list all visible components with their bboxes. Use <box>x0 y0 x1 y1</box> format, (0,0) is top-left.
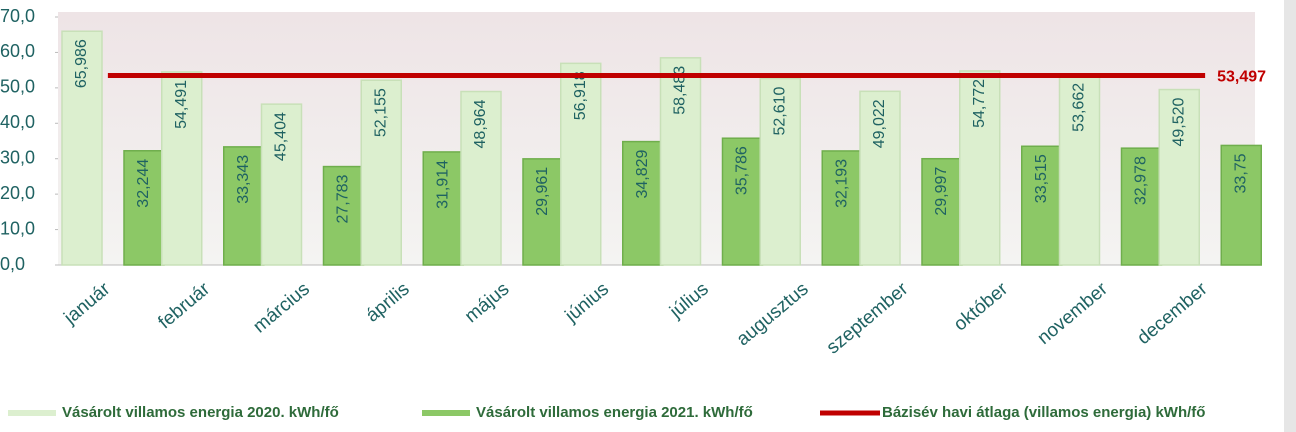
bar <box>460 90 502 266</box>
bar <box>123 150 165 266</box>
y-tick-label: 50,0 <box>0 77 35 97</box>
bar <box>1058 74 1101 266</box>
legend-swatch <box>422 410 470 416</box>
bar <box>759 77 801 266</box>
legend-label: Vásárolt villamos energia 2021. kWh/fő <box>476 404 753 421</box>
bar <box>721 137 764 266</box>
data-label: 27,783 <box>335 174 352 223</box>
y-tick-label: 10,0 <box>0 218 35 238</box>
y-tick-label: 70,0 <box>0 6 35 26</box>
bar <box>921 157 963 266</box>
x-tick-label: február <box>154 278 214 333</box>
x-tick-label: március <box>249 279 313 338</box>
bar <box>560 62 602 266</box>
y-tick-label: 20,0 <box>0 183 35 203</box>
y-tick-label: 60,0 <box>0 41 35 61</box>
data-label: 29,997 <box>933 167 950 216</box>
legend-label: Vásárolt villamos energia 2020. kWh/fő <box>62 404 339 421</box>
scrollbar <box>1284 0 1296 432</box>
bar <box>1220 144 1262 266</box>
data-label: 54,491 <box>173 80 190 129</box>
x-tick-label: május <box>461 279 513 328</box>
x-tick-label: június <box>561 279 613 328</box>
bar <box>161 71 203 266</box>
data-label: 53,662 <box>1071 83 1088 132</box>
x-tick-label: január <box>60 278 115 329</box>
bar <box>659 57 702 266</box>
bar <box>223 146 265 266</box>
data-label: 53,497 <box>1217 69 1266 86</box>
bar <box>61 30 103 266</box>
data-label: 32,193 <box>833 159 850 208</box>
x-tick-label: november <box>1034 278 1113 349</box>
x-tick-label: július <box>665 279 712 324</box>
data-label: 33,75 <box>1232 153 1249 193</box>
y-tick-label: 40,0 <box>0 112 35 132</box>
bar <box>1021 145 1063 266</box>
bar <box>260 103 303 266</box>
data-label: 33,515 <box>1033 154 1050 203</box>
bar <box>859 90 901 266</box>
data-label: 49,520 <box>1170 97 1187 146</box>
x-tick-label: április <box>362 279 414 327</box>
data-label: 56,918 <box>572 71 589 120</box>
legend-swatch <box>8 410 56 416</box>
data-label: 32,978 <box>1133 156 1150 205</box>
bar <box>522 158 564 266</box>
data-label: 32,244 <box>135 159 152 208</box>
data-label: 35,786 <box>734 146 751 195</box>
bar <box>1158 88 1200 266</box>
x-tick-label: október <box>950 278 1013 335</box>
data-label: 65,986 <box>73 39 90 88</box>
data-label: 34,829 <box>634 150 651 199</box>
legend-label: Bázisév havi átlaga (villamos energia) k… <box>882 404 1205 421</box>
y-tick-label: 0,0 <box>0 254 25 274</box>
x-tick-label: szeptember <box>823 278 913 358</box>
bar <box>821 150 863 266</box>
bar <box>1120 147 1163 266</box>
data-label: 29,961 <box>534 167 551 216</box>
data-label: 48,964 <box>472 99 489 148</box>
x-tick-label: augusztus <box>733 279 813 351</box>
data-label: 54,772 <box>971 79 988 128</box>
bar <box>322 165 365 266</box>
data-label: 49,022 <box>871 99 888 148</box>
bar <box>959 70 1001 266</box>
data-label: 52,610 <box>771 87 788 136</box>
data-label: 45,404 <box>273 112 290 161</box>
data-label: 33,343 <box>235 155 252 204</box>
data-label: 31,914 <box>434 160 451 209</box>
x-tick-label: december <box>1133 278 1212 349</box>
data-label: 52,155 <box>372 88 389 137</box>
y-tick-label: 30,0 <box>0 147 35 167</box>
bar <box>360 79 402 266</box>
